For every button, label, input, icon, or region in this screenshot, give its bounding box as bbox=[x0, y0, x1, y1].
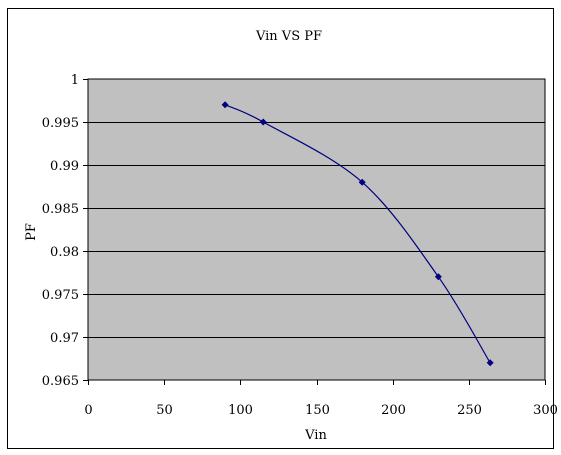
y-tick-label: 0.995 bbox=[42, 116, 79, 131]
plot-area bbox=[88, 79, 545, 380]
x-tick-label: 250 bbox=[457, 403, 482, 418]
y-axis-label: PF bbox=[24, 223, 39, 241]
y-tick-label: 1 bbox=[71, 73, 79, 88]
y-tick-label: 0.99 bbox=[50, 159, 79, 174]
x-tick-label: 200 bbox=[381, 403, 406, 418]
y-tick-label: 0.97 bbox=[50, 331, 79, 346]
y-tick-label: 0.985 bbox=[42, 202, 79, 217]
x-axis-label: Vin bbox=[304, 428, 327, 443]
y-tick-label: 0.975 bbox=[42, 288, 79, 303]
y-tick-label: 0.965 bbox=[42, 374, 79, 389]
x-tick-label: 300 bbox=[533, 403, 558, 418]
x-tick-label: 100 bbox=[228, 403, 253, 418]
x-tick-label: 0 bbox=[84, 403, 92, 418]
y-tick-label: 0.98 bbox=[50, 245, 79, 260]
chart-title: Vin VS PF bbox=[255, 29, 322, 44]
x-tick-label: 150 bbox=[305, 403, 330, 418]
x-tick-label: 50 bbox=[156, 403, 173, 418]
